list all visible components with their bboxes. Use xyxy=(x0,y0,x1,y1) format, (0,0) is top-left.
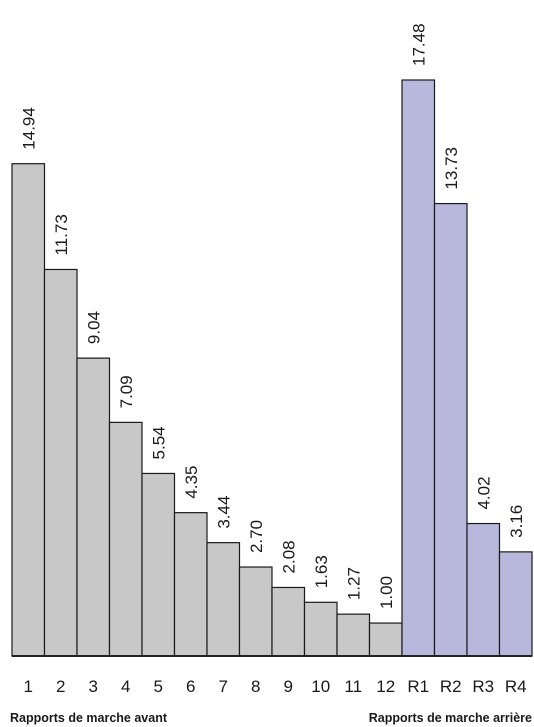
value-label-R2: 13.73 xyxy=(442,147,461,190)
group-label-reverse: Rapports de marche arrière xyxy=(369,711,532,725)
bar-R2 xyxy=(433,202,468,657)
bar-2 xyxy=(43,268,78,657)
tick-label-2: 2 xyxy=(56,677,65,696)
value-labels: 14.94 11.73 9.04 7.09 5.54 4.35 3.44 2.70 2.08 1.… xyxy=(19,23,526,609)
tick-label-9: 9 xyxy=(284,677,293,696)
bar-3 xyxy=(76,357,111,657)
bar-10 xyxy=(303,601,338,657)
bar-11 xyxy=(336,613,371,657)
bar-1 xyxy=(11,163,46,657)
value-label-3: 9.04 xyxy=(84,311,103,344)
bar-9 xyxy=(271,586,306,657)
value-label-8: 2.70 xyxy=(247,520,266,553)
tick-label-12: 12 xyxy=(376,677,395,696)
value-label-7: 3.44 xyxy=(214,496,233,529)
value-label-1: 14.94 xyxy=(19,107,38,150)
tick-label-4: 4 xyxy=(121,677,130,696)
bar-R4 xyxy=(498,551,533,657)
bar-7 xyxy=(206,542,241,657)
tick-label-10: 10 xyxy=(311,677,330,696)
value-label-9: 2.08 xyxy=(279,540,298,573)
x-tick-labels: 1 2 3 4 5 6 7 8 9 10 11 12 R1 R2 R3 R4 xyxy=(24,677,527,696)
value-label-11: 1.27 xyxy=(344,567,363,600)
tick-label-R3: R3 xyxy=(472,677,494,696)
tick-label-6: 6 xyxy=(186,677,195,696)
tick-label-R2: R2 xyxy=(440,677,462,696)
value-label-R1: 17.48 xyxy=(409,23,428,66)
tick-label-R4: R4 xyxy=(505,677,527,696)
bars xyxy=(11,79,533,657)
tick-label-1: 1 xyxy=(24,677,33,696)
group-label-forward: Rapports de marche avant xyxy=(10,711,168,725)
value-label-10: 1.63 xyxy=(312,555,331,588)
value-label-2: 11.73 xyxy=(52,214,71,255)
tick-label-7: 7 xyxy=(219,677,228,696)
bar-4 xyxy=(108,421,143,657)
bar-8 xyxy=(238,566,273,657)
value-label-R3: 4.02 xyxy=(474,476,493,509)
value-label-4: 7.09 xyxy=(117,375,136,408)
tick-label-3: 3 xyxy=(89,677,98,696)
tick-label-5: 5 xyxy=(154,677,163,696)
bar-12 xyxy=(368,622,403,657)
tick-label-R1: R1 xyxy=(407,677,429,696)
tick-label-8: 8 xyxy=(251,677,260,696)
value-label-R4: 3.16 xyxy=(507,505,526,538)
bar-R3 xyxy=(466,522,501,657)
value-label-6: 4.35 xyxy=(182,466,201,499)
bar-R1 xyxy=(401,79,436,657)
tick-label-11: 11 xyxy=(344,677,362,696)
value-label-12: 1.00 xyxy=(377,576,396,609)
bar-6 xyxy=(173,512,208,657)
bar-5 xyxy=(141,472,176,657)
value-label-5: 5.54 xyxy=(149,426,168,459)
